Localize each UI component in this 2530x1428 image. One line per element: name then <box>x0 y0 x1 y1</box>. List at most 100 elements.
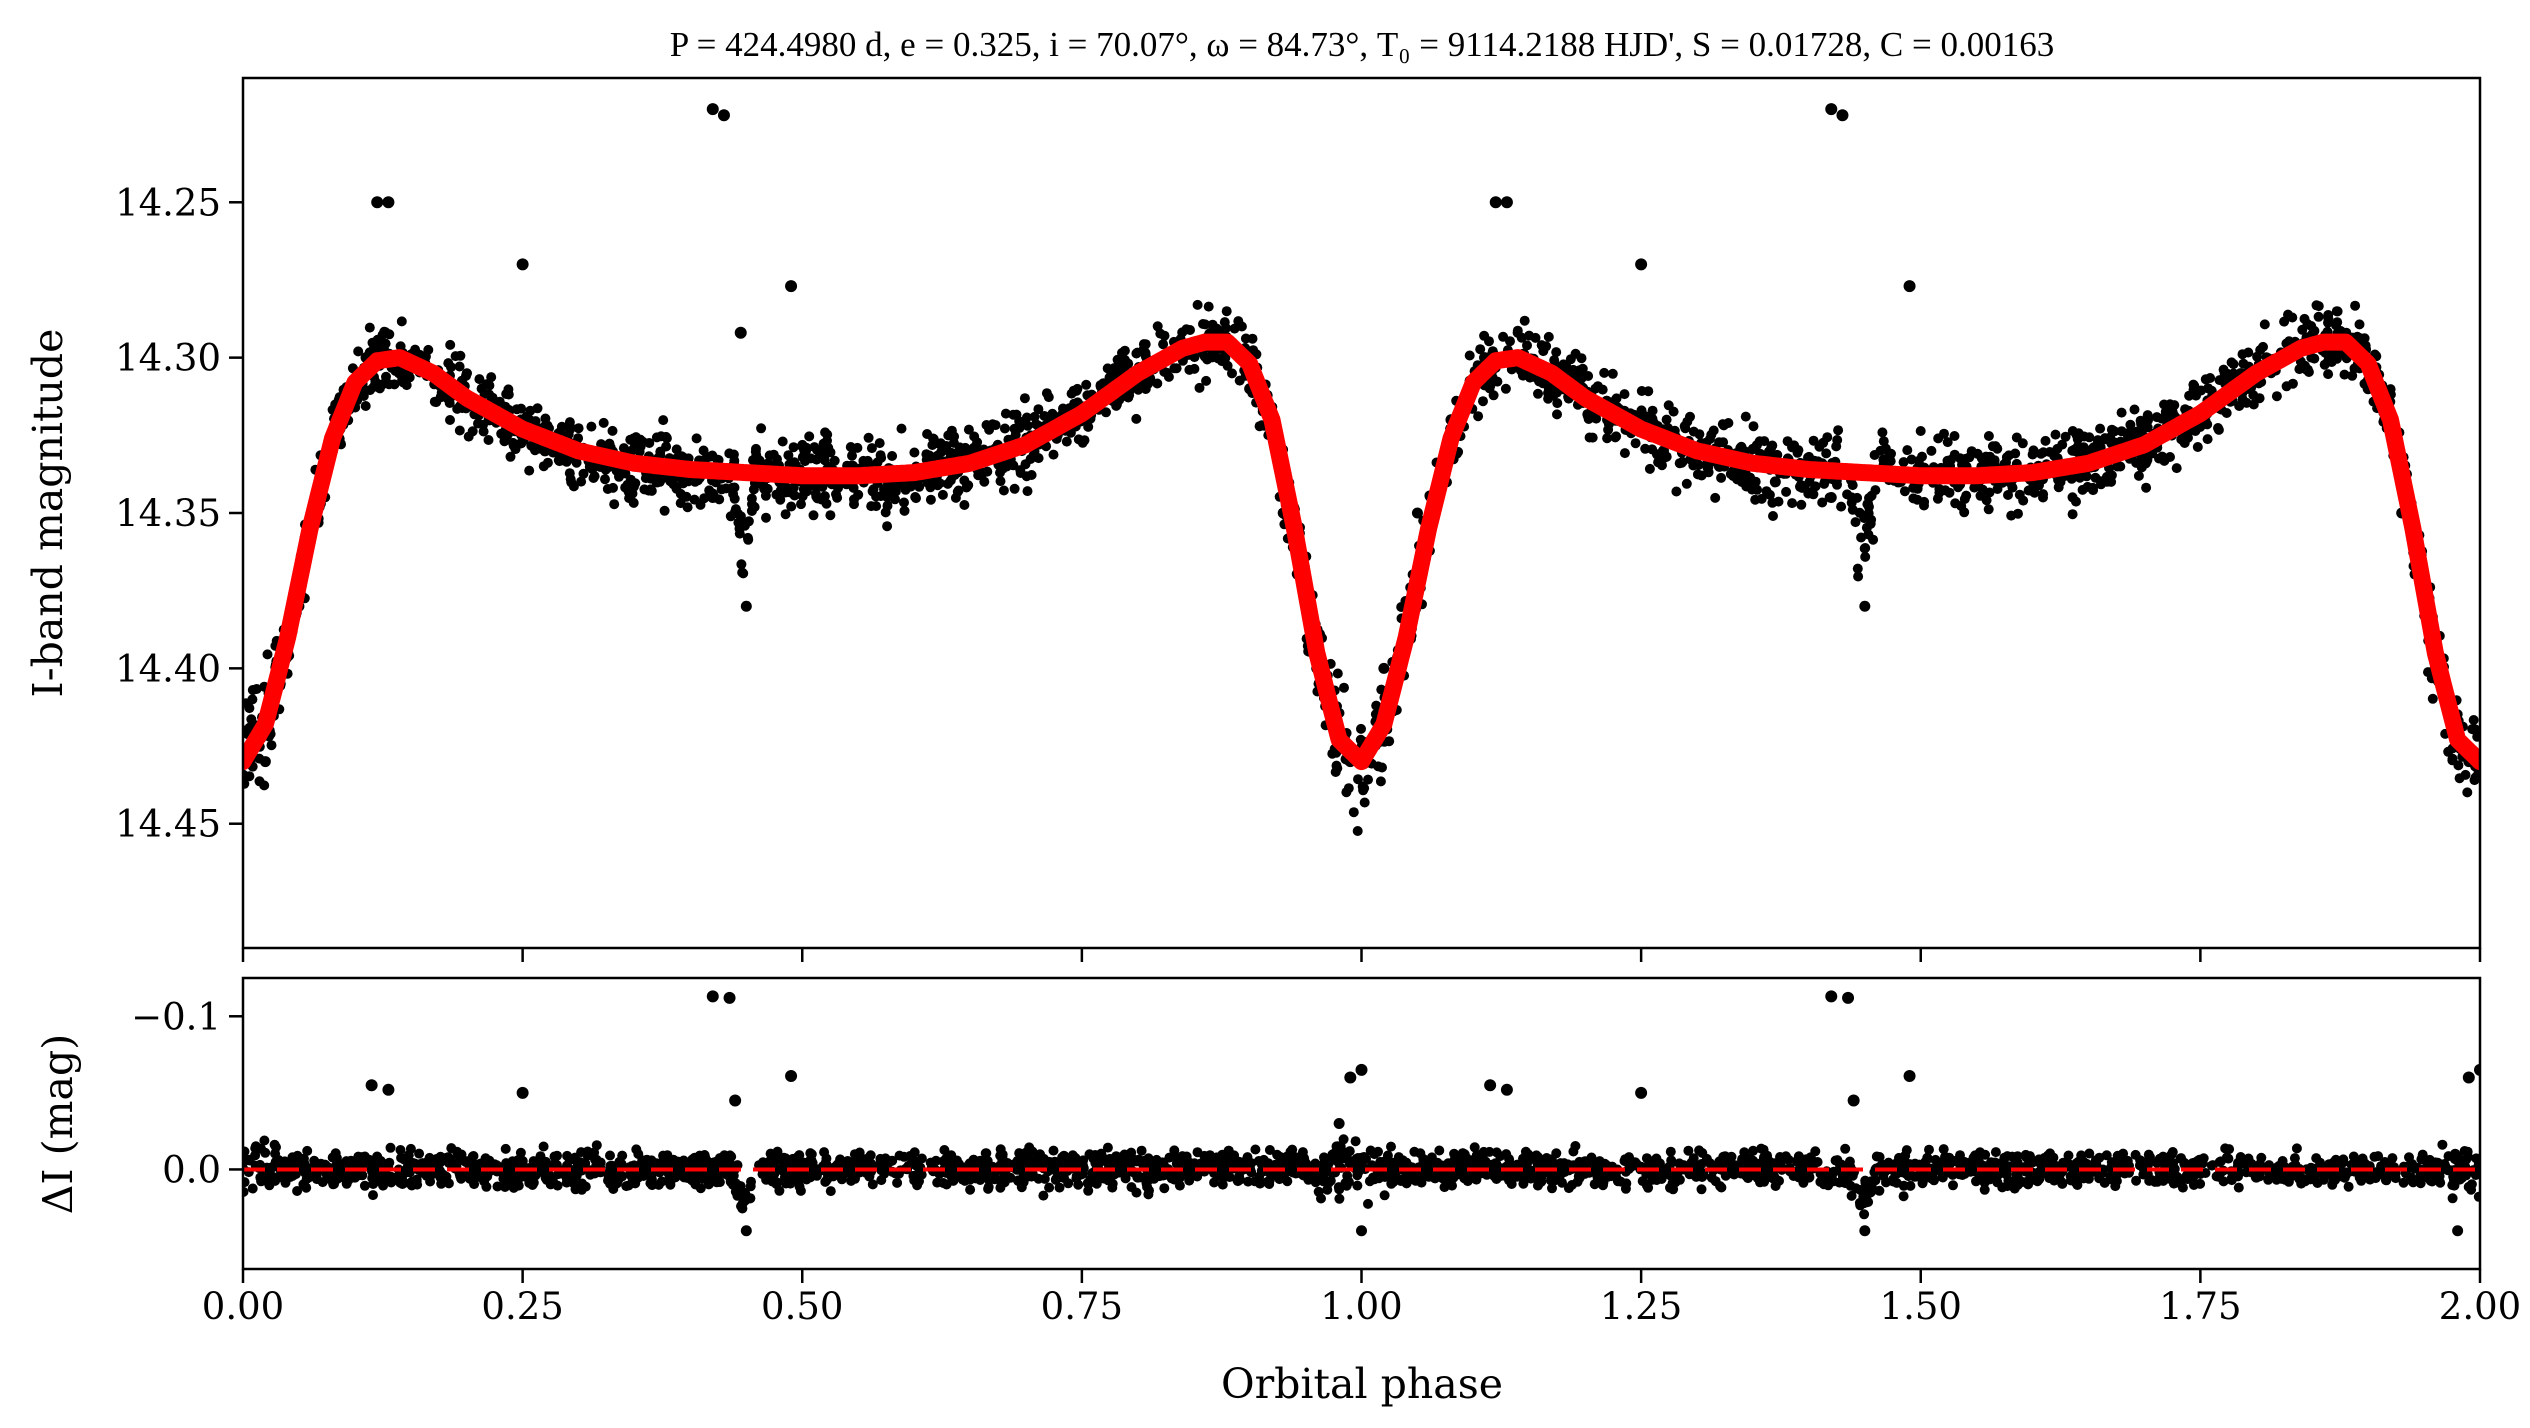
data-point <box>754 455 765 466</box>
residual-point <box>411 1174 422 1185</box>
data-point <box>1577 372 1588 383</box>
data-point <box>777 436 788 447</box>
data-point <box>1591 413 1602 424</box>
data-point <box>578 468 589 479</box>
data-point <box>1026 470 1037 480</box>
data-point <box>756 423 767 434</box>
data-point <box>818 438 829 449</box>
data-point <box>2189 380 2200 391</box>
residual-point <box>1971 1176 1981 1187</box>
data-point <box>486 372 497 383</box>
data-point <box>1671 486 1682 497</box>
residual-point <box>443 1178 454 1189</box>
data-point <box>1029 411 1040 422</box>
residual-point <box>385 1142 396 1153</box>
residual-point <box>2437 1139 2448 1150</box>
data-point <box>1942 437 1953 448</box>
data-point <box>2010 448 2021 459</box>
data-point <box>820 449 831 459</box>
residual-point <box>1840 1143 1851 1154</box>
data-point <box>1189 363 1200 374</box>
data-point <box>2323 369 2334 380</box>
data-point <box>243 698 252 709</box>
data-point <box>1083 421 1094 432</box>
residual-point <box>965 1184 976 1195</box>
residual-point <box>1559 1158 1570 1169</box>
residual-point <box>939 1145 950 1155</box>
residual-point <box>1439 1182 1450 1193</box>
data-point <box>2038 492 2048 503</box>
residual-point <box>2300 1176 2311 1187</box>
data-point <box>1475 344 1486 355</box>
data-point <box>2067 509 2078 520</box>
data-point <box>728 489 739 499</box>
data-point <box>2226 357 2237 368</box>
top-data-points <box>243 103 2480 836</box>
data-point <box>1102 363 1113 374</box>
residual-point <box>836 1174 847 1185</box>
data-point <box>423 344 434 355</box>
data-point <box>2029 487 2040 498</box>
residual-point <box>475 1158 486 1169</box>
data-point <box>609 499 620 510</box>
data-point <box>1227 368 1237 379</box>
data-point <box>516 403 527 414</box>
residual-point <box>2063 1150 2074 1161</box>
data-point <box>1201 375 1212 386</box>
data-point <box>2133 470 2144 481</box>
residual-point <box>368 1190 378 1201</box>
data-point <box>1222 360 1233 371</box>
data-point <box>728 449 739 460</box>
data-point <box>1804 451 1814 462</box>
residual-point <box>1665 1146 1676 1157</box>
data-point <box>540 413 551 424</box>
residual-point <box>2188 1180 2199 1190</box>
data-point <box>2319 359 2330 370</box>
data-point <box>1773 496 1784 507</box>
residual-point <box>1568 1146 1579 1157</box>
data-point <box>1008 409 1019 420</box>
data-point <box>2017 438 2028 449</box>
residual-point <box>259 1135 270 1146</box>
data-point <box>1131 413 1142 424</box>
residual-point <box>359 1180 370 1191</box>
data-point <box>1859 543 1870 554</box>
data-point <box>602 484 613 494</box>
data-point <box>1781 486 1792 497</box>
residual-point <box>1532 1180 1543 1191</box>
residual-point <box>1758 1144 1769 1155</box>
residual-point <box>1053 1172 1064 1183</box>
data-point <box>384 379 395 390</box>
data-point <box>2238 358 2249 369</box>
data-point <box>2171 463 2182 474</box>
data-point <box>454 425 465 436</box>
residual-point <box>1054 1182 1065 1193</box>
data-point <box>887 451 898 461</box>
data-point <box>875 491 886 502</box>
residual-point <box>892 1177 903 1188</box>
data-point <box>1464 350 1475 361</box>
data-point <box>499 436 510 447</box>
residual-point <box>656 1176 667 1187</box>
residual-point <box>1103 1175 1113 1186</box>
residual-point <box>1643 1182 1654 1193</box>
data-point <box>2167 406 2178 417</box>
data-point <box>1752 484 1762 495</box>
data-point <box>1990 441 2001 452</box>
residual-point <box>2045 1148 2055 1159</box>
data-point <box>1069 398 1080 409</box>
data-point <box>1582 409 1593 420</box>
data-point <box>716 484 727 495</box>
residual-point <box>608 1184 619 1194</box>
residual-point <box>2404 1152 2414 1163</box>
data-point <box>397 374 408 385</box>
data-point <box>384 329 395 340</box>
data-point <box>1902 445 1913 456</box>
residual-point <box>980 1148 991 1159</box>
residual-point <box>674 1165 685 1176</box>
data-point <box>431 397 442 408</box>
data-point <box>1886 448 1896 459</box>
data-point <box>796 499 806 510</box>
residual-point <box>1697 1148 1708 1158</box>
